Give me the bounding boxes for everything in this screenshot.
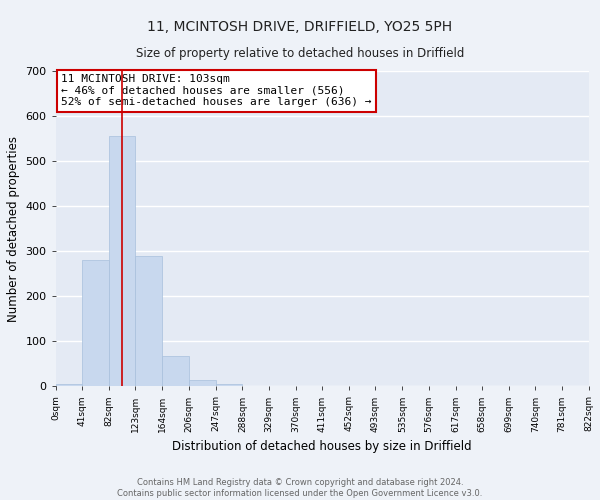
Text: Size of property relative to detached houses in Driffield: Size of property relative to detached ho… [136, 48, 464, 60]
Y-axis label: Number of detached properties: Number of detached properties [7, 136, 20, 322]
Text: 11 MCINTOSH DRIVE: 103sqm
← 46% of detached houses are smaller (556)
52% of semi: 11 MCINTOSH DRIVE: 103sqm ← 46% of detac… [61, 74, 371, 108]
Text: Contains HM Land Registry data © Crown copyright and database right 2024.
Contai: Contains HM Land Registry data © Crown c… [118, 478, 482, 498]
X-axis label: Distribution of detached houses by size in Driffield: Distribution of detached houses by size … [172, 440, 472, 453]
Text: 11, MCINTOSH DRIVE, DRIFFIELD, YO25 5PH: 11, MCINTOSH DRIVE, DRIFFIELD, YO25 5PH [148, 20, 452, 34]
Bar [136, 256, 162, 386]
Bar [216, 384, 242, 386]
Bar [109, 136, 136, 386]
Bar [162, 356, 189, 386]
Bar [82, 260, 109, 386]
Bar [56, 384, 82, 386]
Bar [189, 380, 216, 386]
